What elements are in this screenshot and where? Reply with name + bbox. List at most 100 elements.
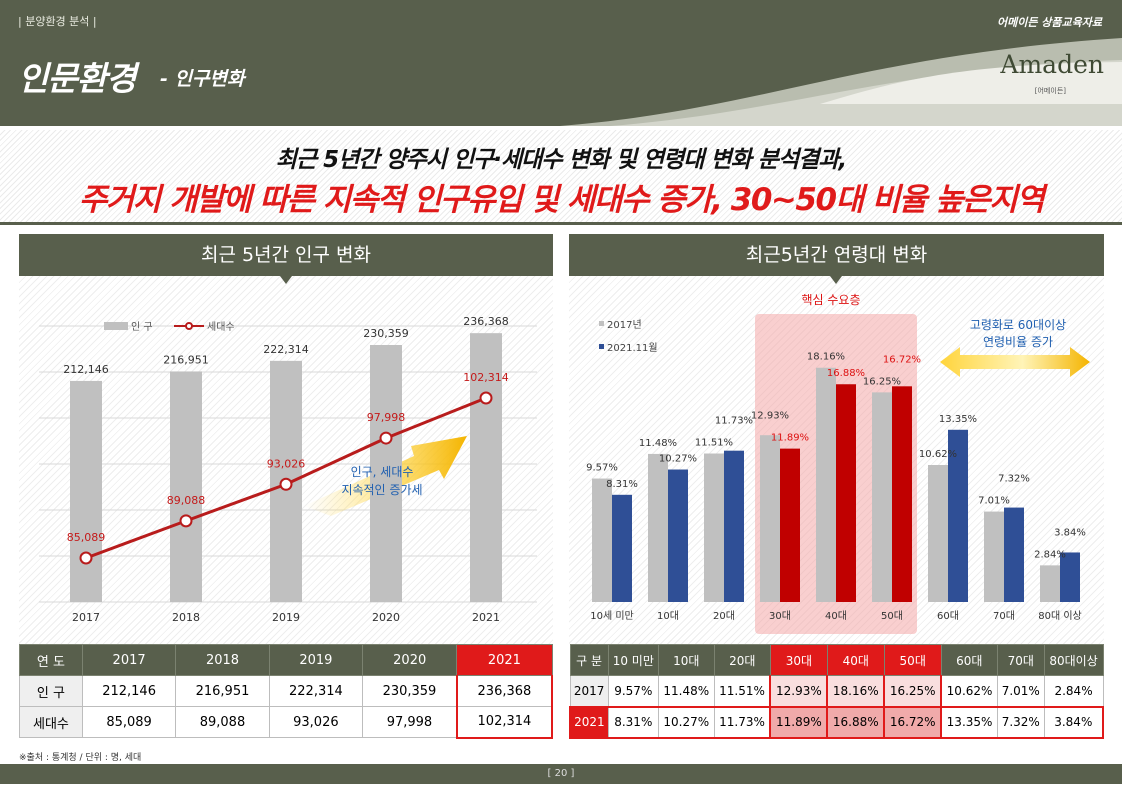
table-header-cell: 10 미만 [607,644,659,676]
value-label-2021: 11.73% [715,416,753,427]
age-tick-label: 40대 [825,610,847,622]
legend-households-label: 세대수 [207,321,235,333]
bar-2021 [836,384,856,602]
value-label-2017: 11.48% [639,438,677,449]
value-label-2017: 18.16% [807,352,845,363]
table-cell: 12.93% [769,675,829,707]
table-header-cell: 40대 [826,644,885,676]
households-point [79,551,93,565]
table-cell: 11.89% [769,705,829,739]
table-cell: 13.35% [940,705,998,739]
table-cell: 216,951 [175,675,270,707]
table-cell: 8.31% [607,705,659,739]
year-tick-label: 2019 [272,611,300,624]
households-value-label: 97,998 [367,411,406,424]
legend-2017-swatch [599,321,604,326]
bar-2017 [984,511,1004,602]
table-header-cell: 2021 [456,644,553,676]
value-label-2017: 9.57% [586,463,618,474]
value-label-2017: 2.84% [1034,549,1066,560]
legend-2021-label: 2021.11월 [607,342,658,354]
table-cell: 11.48% [657,675,715,707]
table-cell: 89,088 [175,706,270,738]
bar-2021 [892,386,912,602]
table-header-cell: 2019 [268,644,364,676]
value-label-2021: 13.35% [939,414,977,425]
value-label-2021: 16.72% [883,354,921,365]
source-note: ※출처 : 통계청 / 단위 : 명, 세대 [19,753,142,763]
table-row-label: 2021 [568,705,609,739]
table-header-cell: 연 도 [19,644,83,676]
population-panel-title: 최근 5년간 인구 변화 [19,234,553,276]
bar-2021 [1060,552,1080,602]
population-bar [170,371,202,602]
bar-2017 [704,453,724,602]
value-label-2021: 10.27% [659,454,697,465]
value-label-2017: 11.51% [695,438,733,449]
table-cell: 222,314 [268,675,364,707]
age-group-change-panel: 최근5년간 연령대 변화 핵심 수요층 고령화로 60대이상 연령비율 증가 2… [569,234,1104,644]
legend-2021-swatch [599,344,604,349]
table-row-label: 인 구 [19,675,83,707]
households-point [379,431,393,445]
header-curve-decoration [560,38,1122,126]
households-value-label: 93,026 [267,457,306,470]
table-cell: 230,359 [362,675,458,707]
value-label-2017: 16.25% [863,376,901,387]
table-header-cell: 구 분 [569,644,609,676]
bar-2021 [948,429,968,602]
value-label-2017: 12.93% [751,411,789,422]
section-label: | 분양환경 분석 | [18,15,97,28]
households-value-label: 89,088 [167,494,206,507]
table-row-label: 2017 [569,675,609,707]
aging-note-line-1: 고령화로 60대이상 [970,318,1066,332]
logo-caption: [어메이든] [1034,87,1066,95]
bar-2021 [780,448,800,602]
population-bar [470,333,502,602]
table-header-cell: 20대 [713,644,771,676]
value-label-2017: 10.62% [919,449,957,460]
year-tick-label: 2020 [372,611,400,624]
table-cell: 10.62% [940,675,998,707]
bar-2021 [668,469,688,602]
table-cell: 10.27% [657,705,715,739]
header-banner: | 분양환경 분석 | 인문환경 - 인구변화 어메이든 상품교육자료 Amad… [0,0,1122,126]
panel-pointer [280,276,292,284]
age-tick-label: 50대 [881,610,903,622]
page-number: [ 20 ] [547,768,575,779]
bar-2017 [648,453,668,602]
table-cell: 2.84% [1043,675,1104,707]
table-header-cell: 2020 [362,644,458,676]
table-row-label: 세대수 [19,706,83,738]
population-table: 연 도 2017 2018 2019 2020 2021 인 구 212,146 216,95… [19,644,554,739]
table-header-cell: 30대 [769,644,828,676]
value-label-2017: 7.01% [978,496,1010,507]
population-value-label: 212,146 [63,363,109,376]
table-cell: 97,998 [362,706,458,738]
year-tick-label: 2017 [72,611,100,624]
bar-2021 [724,450,744,602]
table-header-cell: 80대이상 [1043,644,1104,676]
age-tick-label: 10세 미만 [590,610,634,622]
population-value-label: 222,314 [263,343,309,356]
age-tick-label: 30대 [769,610,791,622]
households-value-label: 102,314 [463,371,509,384]
core-demand-label: 핵심 수요층 [801,293,860,307]
population-value-label: 236,368 [463,315,509,328]
table-cell: 236,368 [455,675,554,707]
age-tick-label: 80대 이상 [1038,610,1082,622]
bar-2017 [928,465,948,602]
table-cell: 16.25% [883,675,943,707]
table-header-cell: 50대 [883,644,942,676]
headline-line-2: 주거지 개발에 따른 지속적 인구유입 및 세대수 증가, 30~50대 비율 … [78,182,1045,218]
year-tick-label: 2018 [172,611,200,624]
population-value-label: 216,951 [163,353,209,366]
table-header-cell: 2017 [81,644,177,676]
legend-population-label: 인 구 [131,321,153,333]
table-cell: 102,314 [455,706,554,739]
headline-line-1: 최근 5년간 양주시 인구·세대수 변화 및 연령대 변화 분석결과, [275,147,847,173]
population-value-label: 230,359 [363,327,409,340]
legend-households-marker [185,322,193,330]
population-chart: 인 구 세대수 212,146 2017 216,951 2018 222,314 2019 2… [39,315,537,624]
age-tick-label: 70대 [993,610,1015,622]
